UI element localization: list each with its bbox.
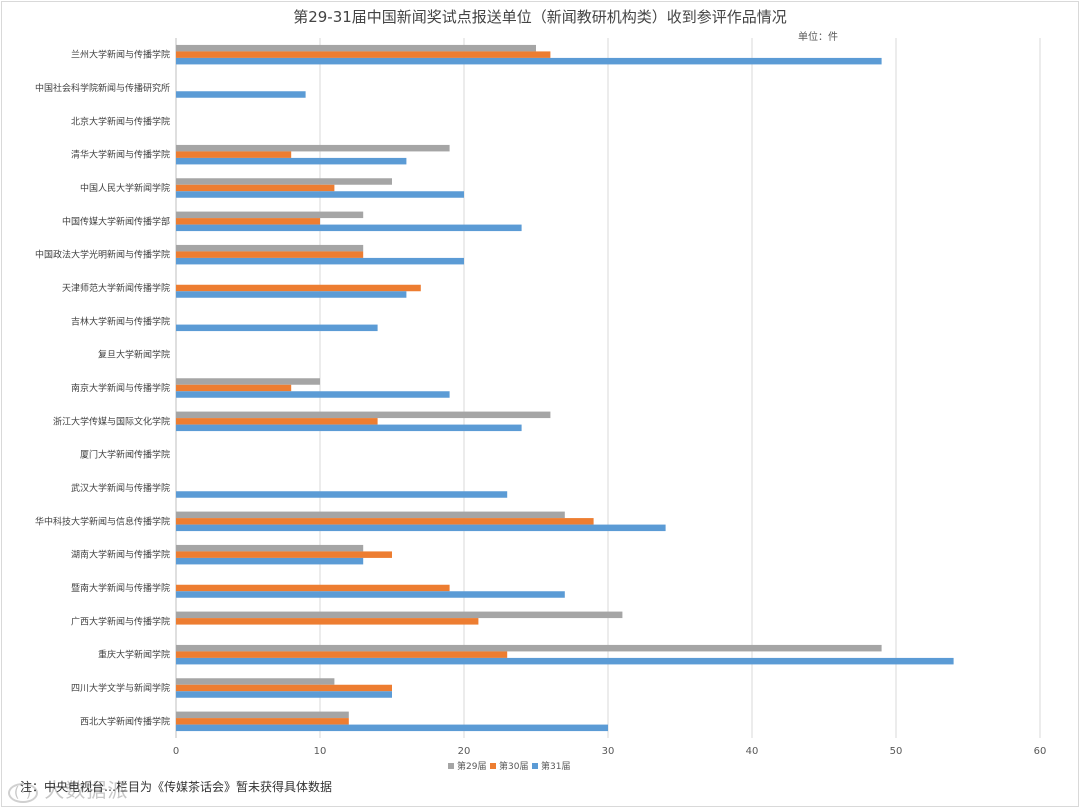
bar <box>176 384 292 392</box>
category-label: 西北大学新闻传播学院 <box>80 715 170 727</box>
category-label: 天津师范大学新闻传播学院 <box>62 282 170 294</box>
legend-swatch <box>490 763 496 769</box>
bar <box>176 284 421 292</box>
category-label: 浙江大学传媒与国际文化学院 <box>53 415 170 427</box>
bar <box>176 157 407 165</box>
category-label: 北京大学新闻与传播学院 <box>71 115 170 127</box>
chart-title: 第29-31届中国新闻奖试点报送单位（新闻教研机构类）收到参评作品情况 <box>293 8 787 26</box>
bar <box>176 57 882 65</box>
category-label: 厦门大学新闻传播学院 <box>80 449 170 461</box>
legend-label: 第29届 <box>457 760 486 772</box>
category-label: 中国社会科学院新闻与传播研究所 <box>35 82 170 94</box>
bar <box>176 51 551 58</box>
category-label: 武汉大学新闻与传播学院 <box>71 482 170 494</box>
x-tick-label: 60 <box>1034 746 1047 757</box>
bar <box>176 178 392 185</box>
category-label: 华中科技大学新闻与信息传播学院 <box>35 515 170 527</box>
footnote: 注：中央电视台…栏目为《传媒茶话会》暂未获得具体数据 <box>20 780 333 794</box>
bar <box>176 144 450 152</box>
category-label: 中国人民大学新闻学院 <box>80 182 170 194</box>
bar <box>176 224 522 232</box>
x-tick-label: 0 <box>173 746 179 757</box>
bar <box>176 244 364 252</box>
bar <box>176 391 450 398</box>
bar <box>176 718 349 725</box>
category-label: 四川大学文学与新闻学院 <box>71 682 170 694</box>
bar <box>176 518 594 525</box>
bar <box>176 551 392 558</box>
category-label: 南京大学新闻与传播学院 <box>71 382 170 394</box>
unit-label: 单位：件 <box>798 32 838 43</box>
bar <box>176 584 450 592</box>
bar <box>176 684 392 692</box>
bar <box>176 724 608 732</box>
bar <box>176 557 364 565</box>
category-label: 中国传媒大学新闻传播学部 <box>62 215 170 227</box>
bar <box>176 691 392 698</box>
bar <box>176 678 335 685</box>
legend-swatch <box>532 763 538 769</box>
bar <box>176 91 306 98</box>
bar <box>176 184 335 192</box>
bar <box>176 511 565 519</box>
bar <box>176 524 666 532</box>
category-label: 兰州大学新闻与传播学院 <box>71 49 170 61</box>
category-label: 复旦大学新闻学院 <box>98 349 170 361</box>
legend-swatch <box>448 763 454 769</box>
bar <box>176 257 464 265</box>
bar <box>176 544 364 552</box>
bar <box>176 211 364 219</box>
bar <box>176 411 551 419</box>
category-label: 清华大学新闻与传播学院 <box>71 149 170 161</box>
category-label: 重庆大学新闻学院 <box>98 649 170 661</box>
category-label: 暨南大学新闻与传播学院 <box>71 582 170 594</box>
bar <box>176 378 320 385</box>
watermark-text: 大数据派 <box>44 778 129 802</box>
bar <box>176 644 882 652</box>
category-label: 广西大学新闻与传播学院 <box>71 615 170 627</box>
bar <box>176 191 464 198</box>
x-tick-label: 20 <box>458 746 471 757</box>
bar <box>176 324 378 332</box>
bar <box>176 291 407 298</box>
watermark: (·) 大数据派 <box>8 774 128 803</box>
bar <box>176 618 479 625</box>
legend-label: 第31届 <box>541 760 570 772</box>
bar <box>176 611 623 619</box>
x-tick-label: 40 <box>746 746 759 757</box>
category-label: 吉林大学新闻与传播学院 <box>71 315 170 327</box>
bar <box>176 418 378 425</box>
bar <box>176 657 954 665</box>
bar <box>176 218 320 225</box>
legend-label: 第30届 <box>499 760 528 772</box>
category-label: 中国政法大学光明新闻与传播学院 <box>35 249 170 261</box>
bar <box>176 591 565 598</box>
category-label: 湖南大学新闻与传播学院 <box>71 549 170 561</box>
watermark-logo-icon: (·) <box>8 783 39 803</box>
bar <box>176 251 364 258</box>
bar <box>176 151 292 158</box>
x-tick-label: 30 <box>602 746 615 757</box>
bar <box>176 44 536 52</box>
bar <box>176 424 522 432</box>
bar <box>176 711 349 719</box>
bar <box>176 491 508 498</box>
x-tick-label: 50 <box>890 746 903 757</box>
bar <box>176 651 508 658</box>
x-tick-label: 10 <box>314 746 327 757</box>
